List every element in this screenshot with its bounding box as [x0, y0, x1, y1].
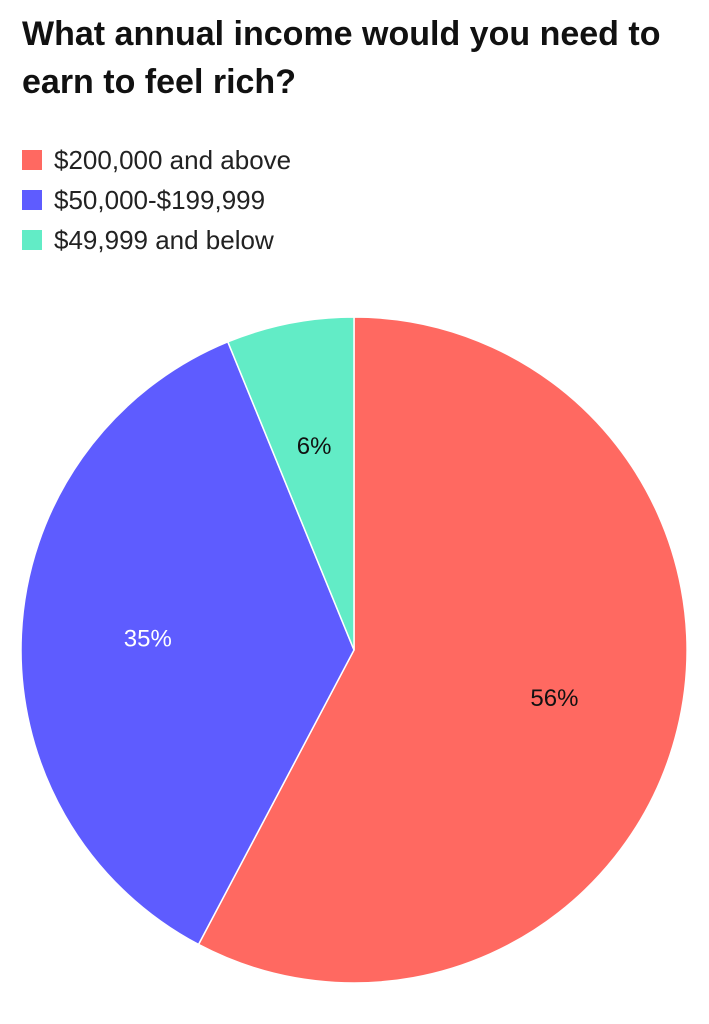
pie-slice-50k-199k	[20, 340, 355, 946]
pie-slice-200k-above	[197, 316, 688, 984]
pie-label-200k-above: 56%	[530, 685, 578, 712]
legend-label-200k-above: $200,000 and above	[54, 144, 292, 175]
pie-label-49k-below: 6%	[297, 433, 332, 460]
legend-item-200k-above: $200,000 and above	[22, 140, 291, 180]
pie-chart: 56% 35% 6%	[20, 316, 688, 984]
legend-label-49k-below: $49,999 and below	[54, 224, 274, 255]
legend-label-50k-199k: $50,000-$199,999	[54, 184, 266, 215]
pie-label-50k-199k: 35%	[124, 625, 172, 652]
chart-title: What annual income would you need to ear…	[22, 15, 661, 101]
legend-swatch-200k-above	[22, 150, 42, 170]
legend-swatch-49k-below	[22, 230, 42, 250]
legend-item-50k-199k: $50,000-$199,999	[22, 180, 291, 220]
legend-item-49k-below: $49,999 and below	[22, 220, 291, 260]
legend: $200,000 and above $50,000-$199,999 $49,…	[22, 140, 291, 260]
legend-swatch-50k-199k	[22, 190, 42, 210]
pie-slice-49k-below	[226, 316, 355, 651]
